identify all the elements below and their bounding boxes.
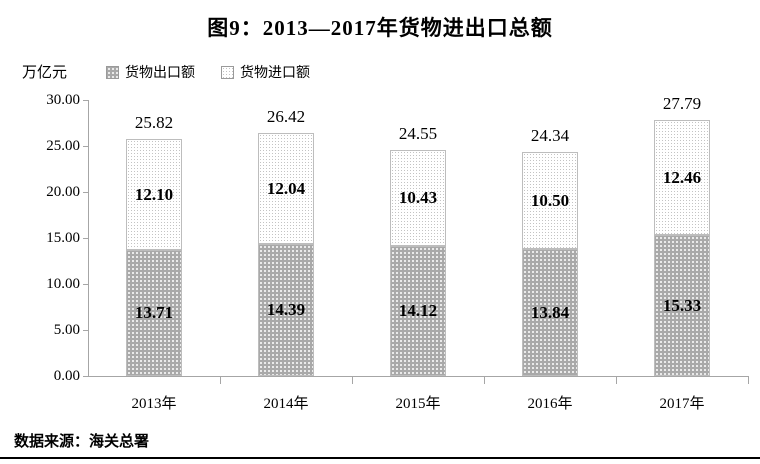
y-tick-mark [83, 146, 88, 147]
y-tick-mark [83, 238, 88, 239]
import-segment: 12.10 [126, 139, 182, 250]
export-value-label: 14.12 [398, 301, 438, 320]
import-segment: 10.50 [522, 152, 578, 249]
x-category-label: 2013年 [131, 396, 177, 412]
y-axis-unit-label: 万亿元 [22, 65, 68, 81]
plot-area [88, 100, 749, 377]
chart-title: 图9：2013—2017年货物进出口总额 [207, 16, 553, 40]
y-tick-mark [83, 330, 88, 331]
total-value-label: 25.82 [134, 113, 174, 132]
y-tick-label: 10.00 [46, 276, 80, 292]
export-value-label: 14.39 [266, 300, 306, 319]
import-segment: 12.46 [654, 120, 710, 235]
total-value-label: 24.34 [530, 126, 570, 145]
x-category-label: 2017年 [659, 396, 705, 412]
total-value-label: 26.42 [266, 107, 306, 126]
legend-item-export: 货物出口额 [106, 62, 195, 82]
data-source-note: 数据来源：海关总署 [14, 433, 150, 450]
total-value-label: 27.79 [662, 94, 702, 113]
total-value-label: 24.55 [398, 124, 438, 143]
y-tick-label: 0.00 [53, 368, 80, 384]
x-tick-mark [616, 377, 617, 384]
y-tick-mark [83, 376, 88, 377]
x-tick-mark [484, 377, 485, 384]
export-value-label: 13.71 [134, 303, 174, 322]
stacked-bar: 10.43 14.12 [390, 150, 446, 376]
x-tick-mark [352, 377, 353, 384]
y-tick-label: 25.00 [46, 138, 80, 154]
stacked-bar: 12.10 13.71 [126, 139, 182, 376]
export-segment: 13.84 [522, 249, 578, 376]
legend-item-import: 货物进口额 [221, 62, 310, 82]
x-tick-mark [748, 377, 749, 384]
export-segment: 14.12 [390, 246, 446, 376]
y-tick-mark [83, 100, 88, 101]
import-value-label: 12.10 [134, 184, 174, 204]
import-value-label: 10.43 [398, 188, 438, 207]
export-segment: 14.39 [258, 244, 314, 376]
legend-label-export: 货物出口额 [125, 66, 195, 81]
y-tick-label: 15.00 [46, 230, 80, 246]
y-tick-mark [83, 192, 88, 193]
stacked-bar: 10.50 13.84 [522, 152, 578, 376]
import-value-label: 10.50 [530, 190, 570, 210]
legend-label-import: 货物进口额 [240, 66, 310, 81]
stacked-bar: 12.04 14.39 [258, 133, 314, 376]
import-value-label: 12.46 [662, 167, 702, 187]
import-value-label: 12.04 [266, 178, 306, 198]
stacked-bar: 12.46 15.33 [654, 120, 710, 376]
y-tick-label: 30.00 [46, 92, 80, 108]
x-category-label: 2016年 [527, 396, 573, 412]
x-category-label: 2014年 [263, 396, 309, 412]
y-tick-label: 5.00 [53, 322, 80, 338]
import-segment: 10.43 [390, 150, 446, 246]
import-segment: 12.04 [258, 133, 314, 244]
export-value-label: 15.33 [662, 295, 702, 315]
y-tick-label: 20.00 [46, 184, 80, 200]
x-category-label: 2015年 [395, 396, 441, 412]
legend-swatch-import-icon [221, 65, 234, 79]
x-tick-mark [220, 377, 221, 384]
y-tick-mark [83, 284, 88, 285]
legend-swatch-export-icon [106, 65, 119, 79]
export-value-label: 13.84 [530, 302, 570, 322]
export-segment: 15.33 [654, 235, 710, 376]
bottom-rule [0, 457, 760, 459]
legend: 货物出口额 货物进口额 [106, 62, 310, 82]
export-segment: 13.71 [126, 250, 182, 376]
